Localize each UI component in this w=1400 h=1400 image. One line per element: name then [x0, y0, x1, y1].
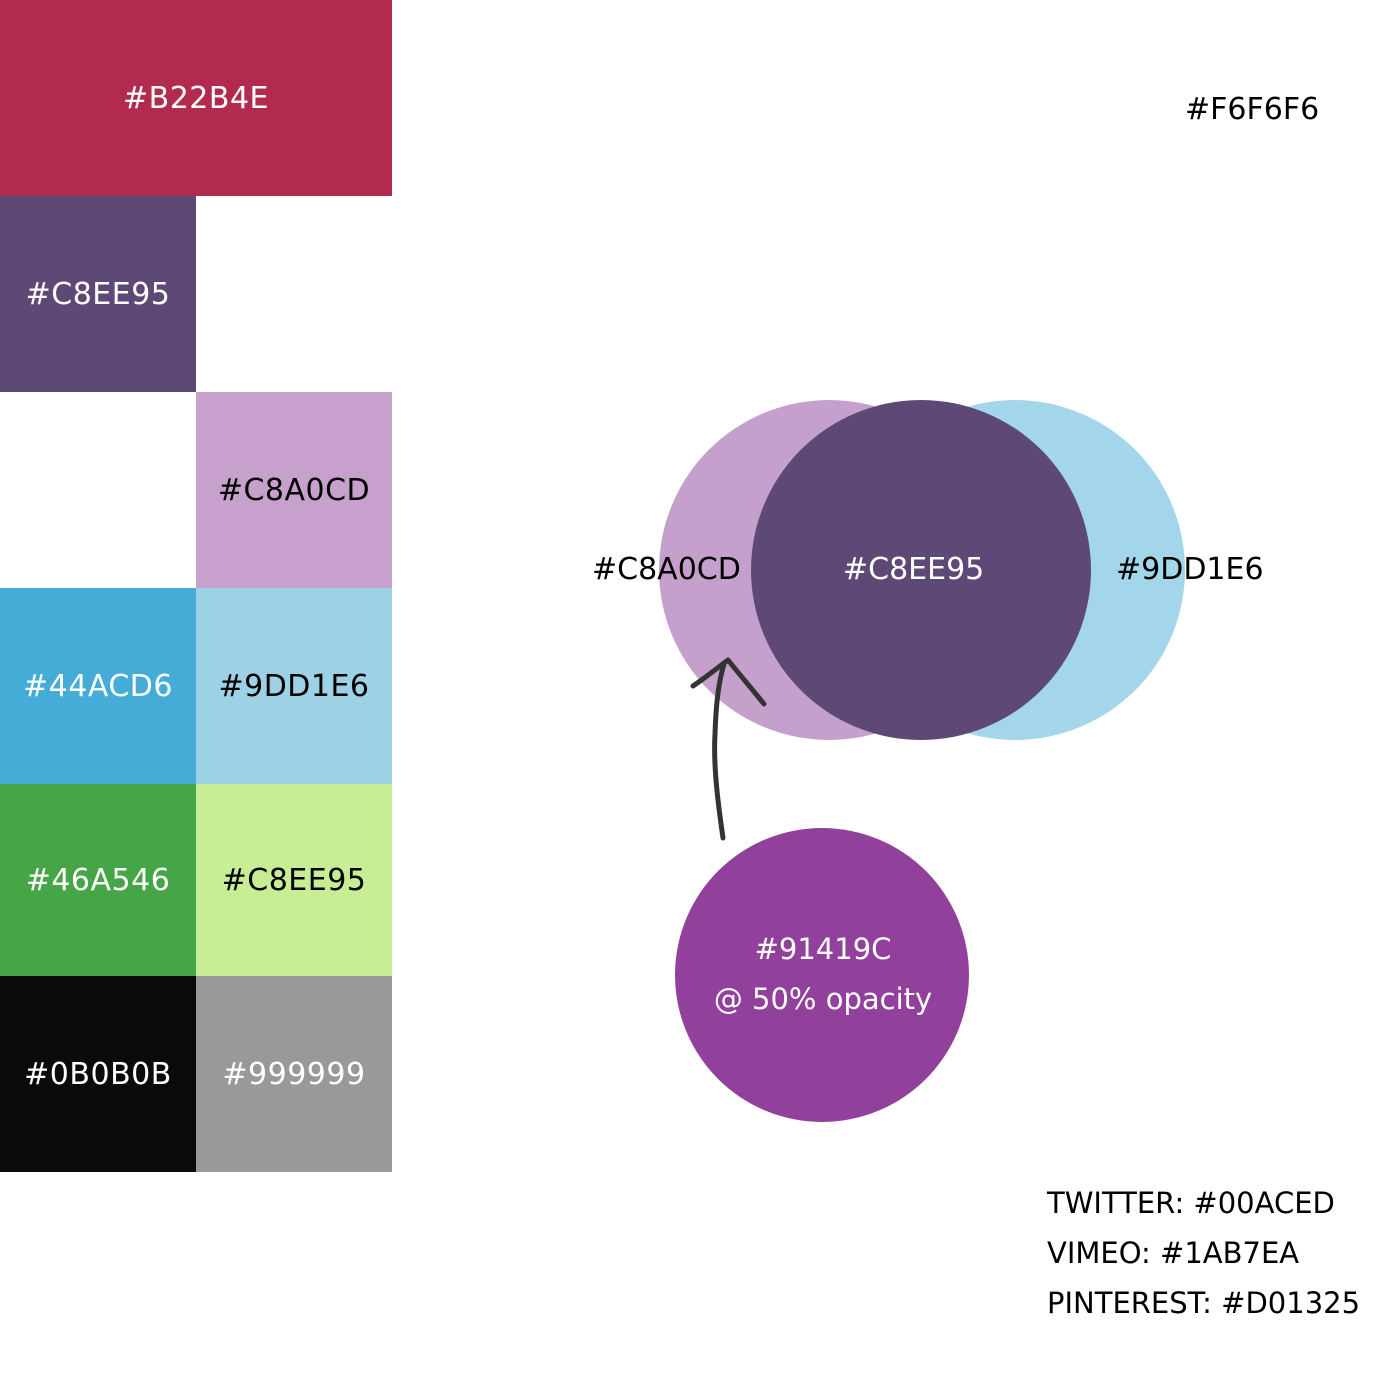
overlay-label-hex: #91419C — [754, 932, 892, 966]
swatch-blue-label: #44ACD6 — [23, 668, 173, 704]
swatch-light-blue: #9DD1E6 — [196, 588, 392, 784]
social-twitter: TWITTER: #00ACED — [1047, 1186, 1335, 1220]
swatch-light-blue-label: #9DD1E6 — [218, 668, 370, 704]
overlay-label-opacity: @ 50% opacity — [713, 982, 933, 1016]
swatch-green: #46A546 — [0, 784, 196, 976]
arrow-icon — [690, 657, 767, 841]
swatch-lavender: #C8A0CD — [196, 392, 392, 588]
swatch-lime: #C8EE95 — [196, 784, 392, 976]
background-color-label: #F6F6F6 — [1185, 92, 1320, 127]
swatch-gray: #999999 — [196, 976, 392, 1172]
swatch-crimson: #B22B4E — [0, 0, 392, 196]
venn-center-label: #C8EE95 — [843, 552, 985, 587]
social-vimeo: VIMEO: #1AB7EA — [1047, 1236, 1300, 1270]
venn-left-label: #C8A0CD — [592, 552, 741, 587]
swatch-green-label: #46A546 — [25, 862, 171, 898]
swatch-black-label: #0B0B0B — [24, 1056, 172, 1092]
swatch-gray-label: #999999 — [222, 1056, 366, 1092]
social-pinterest: PINTEREST: #D01325 — [1047, 1286, 1361, 1320]
venn-right-label: #9DD1E6 — [1116, 552, 1264, 587]
swatch-lime-label: #C8EE95 — [221, 862, 367, 898]
venn-center-circle — [751, 400, 1091, 740]
swatch-lavender-label: #C8A0CD — [217, 472, 371, 508]
swatch-dark-purple-label: #C8EE95 — [25, 276, 171, 312]
swatch-black: #0B0B0B — [0, 976, 196, 1172]
swatch-dark-purple: #C8EE95 — [0, 196, 196, 392]
overlay-label: #91419C @ 50% opacity — [676, 924, 970, 1024]
swatch-blue: #44ACD6 — [0, 588, 196, 784]
social-colors: TWITTER: #00ACED VIMEO: #1AB7EA PINTERES… — [1047, 1178, 1360, 1328]
overlay-circle — [675, 828, 969, 1122]
swatch-crimson-label: #B22B4E — [122, 80, 269, 116]
